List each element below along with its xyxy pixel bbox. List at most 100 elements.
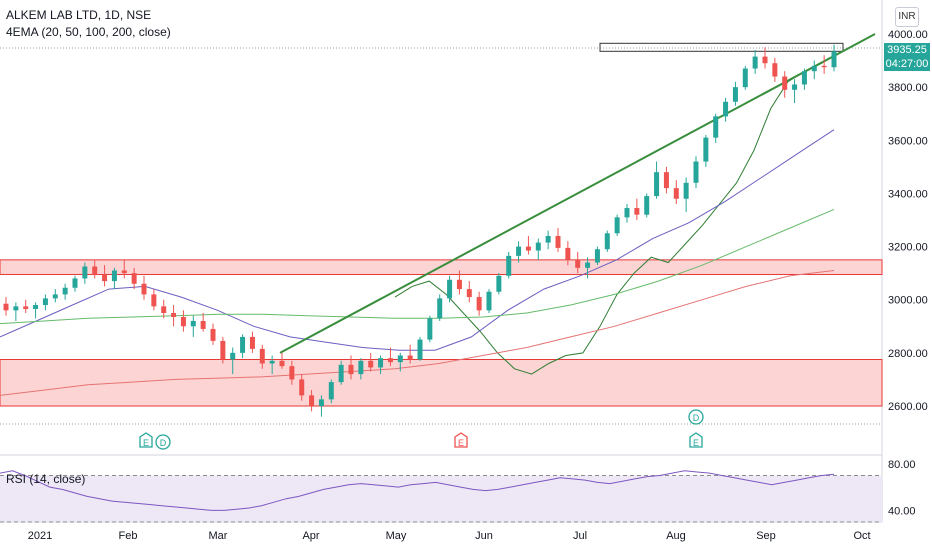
candle bbox=[703, 137, 709, 162]
candle bbox=[644, 196, 650, 215]
candle bbox=[338, 364, 344, 383]
candle bbox=[545, 235, 551, 243]
dividend-marker[interactable]: D bbox=[155, 434, 171, 450]
candle bbox=[368, 360, 374, 368]
candle bbox=[555, 235, 561, 248]
candle bbox=[141, 283, 147, 295]
candle bbox=[535, 242, 541, 251]
candle bbox=[348, 364, 354, 375]
candle bbox=[831, 51, 837, 68]
marker-shape bbox=[139, 432, 153, 448]
symbol-legend[interactable]: ALKEM LAB LTD, 1D, NSE bbox=[6, 8, 152, 22]
candle bbox=[506, 255, 512, 276]
ema-50-line bbox=[0, 129, 835, 351]
candle bbox=[752, 56, 758, 69]
price-tick-label: 2600.00 bbox=[888, 401, 928, 413]
candle bbox=[279, 360, 285, 367]
candle bbox=[82, 266, 88, 279]
candle bbox=[525, 246, 531, 251]
marker-shape bbox=[689, 432, 703, 448]
candle bbox=[486, 291, 492, 311]
candle bbox=[811, 65, 817, 72]
candle bbox=[210, 328, 216, 341]
candle bbox=[417, 339, 423, 360]
candle bbox=[180, 316, 186, 327]
candle bbox=[92, 266, 98, 275]
candlesticks bbox=[3, 44, 837, 417]
rsi-tick-label: 80.00 bbox=[888, 459, 916, 471]
resistance-box bbox=[599, 42, 844, 52]
time-tick-label: Aug bbox=[666, 530, 686, 542]
candle bbox=[328, 382, 334, 400]
last-price-tag: 3935.25 04:27:00 bbox=[884, 43, 930, 71]
candle bbox=[624, 208, 630, 218]
time-tick-label: Oct bbox=[853, 530, 870, 542]
upper-trendline bbox=[279, 33, 876, 354]
event-markers[interactable]: E D E D E bbox=[139, 409, 704, 450]
rsi-legend[interactable]: RSI (14, close) bbox=[6, 472, 86, 486]
price-tick-label: 3800.00 bbox=[888, 82, 928, 94]
time-tick-label: 2021 bbox=[28, 530, 52, 542]
candle bbox=[437, 298, 443, 319]
candle bbox=[772, 63, 778, 77]
candle bbox=[762, 56, 768, 64]
support-resistance-zones bbox=[0, 42, 883, 407]
price-tick-label: 2800.00 bbox=[888, 348, 928, 360]
price-tick-label: 3400.00 bbox=[888, 188, 928, 200]
candle bbox=[801, 71, 807, 85]
candle bbox=[358, 360, 364, 375]
candle bbox=[604, 233, 610, 250]
dividend-marker[interactable]: D bbox=[688, 409, 704, 425]
candle bbox=[249, 336, 255, 349]
candle bbox=[575, 259, 581, 268]
candle bbox=[111, 270, 117, 282]
candle bbox=[693, 161, 699, 183]
candle bbox=[456, 279, 462, 290]
ema-legend[interactable]: 4EMA (20, 50, 100, 200, close) bbox=[6, 25, 171, 39]
earnings-marker[interactable]: E bbox=[454, 432, 468, 448]
rsi-line bbox=[0, 470, 835, 511]
last-price-value: 3935.25 bbox=[887, 44, 927, 56]
candle bbox=[259, 348, 265, 364]
candle bbox=[318, 399, 324, 406]
time-tick-label: Jun bbox=[475, 530, 493, 542]
candle bbox=[466, 289, 472, 298]
time-axis[interactable]: 2021 Feb Mar Apr May Jun Jul Aug Sep Oct bbox=[28, 530, 871, 542]
currency-badge[interactable]: INR bbox=[895, 7, 919, 27]
marker-label: D bbox=[693, 413, 700, 423]
candle bbox=[427, 318, 433, 340]
candle bbox=[289, 366, 295, 380]
candle bbox=[240, 336, 246, 353]
marker-label: E bbox=[458, 438, 464, 448]
time-tick-label: Jul bbox=[573, 530, 587, 542]
marker-label: E bbox=[693, 438, 699, 448]
marker-label: E bbox=[143, 438, 149, 448]
candle bbox=[378, 358, 384, 368]
price-axis[interactable]: 4000.00 3800.00 3600.00 3400.00 3200.00 3000.… bbox=[888, 29, 928, 517]
price-tick-label: 3600.00 bbox=[888, 135, 928, 147]
candle bbox=[782, 76, 788, 90]
marker-shape bbox=[688, 409, 704, 425]
candle bbox=[299, 379, 305, 396]
candle bbox=[663, 172, 669, 189]
candle bbox=[683, 182, 689, 199]
candle bbox=[33, 305, 39, 310]
time-tick-label: Feb bbox=[119, 530, 138, 542]
ema-20-line bbox=[394, 62, 823, 375]
candle bbox=[594, 249, 600, 263]
candle bbox=[309, 395, 315, 406]
candle bbox=[387, 358, 393, 363]
rsi-pane bbox=[0, 470, 882, 523]
candle bbox=[131, 273, 137, 284]
earnings-marker[interactable]: E bbox=[689, 432, 703, 448]
candle bbox=[13, 306, 19, 311]
candle bbox=[634, 208, 640, 215]
candle bbox=[732, 87, 738, 102]
ema-lines bbox=[0, 62, 835, 396]
ema-200-line bbox=[0, 270, 835, 396]
candle bbox=[52, 294, 58, 299]
marker-shape bbox=[454, 432, 468, 448]
zone-2 bbox=[0, 359, 883, 407]
earnings-marker[interactable]: E bbox=[139, 432, 153, 448]
